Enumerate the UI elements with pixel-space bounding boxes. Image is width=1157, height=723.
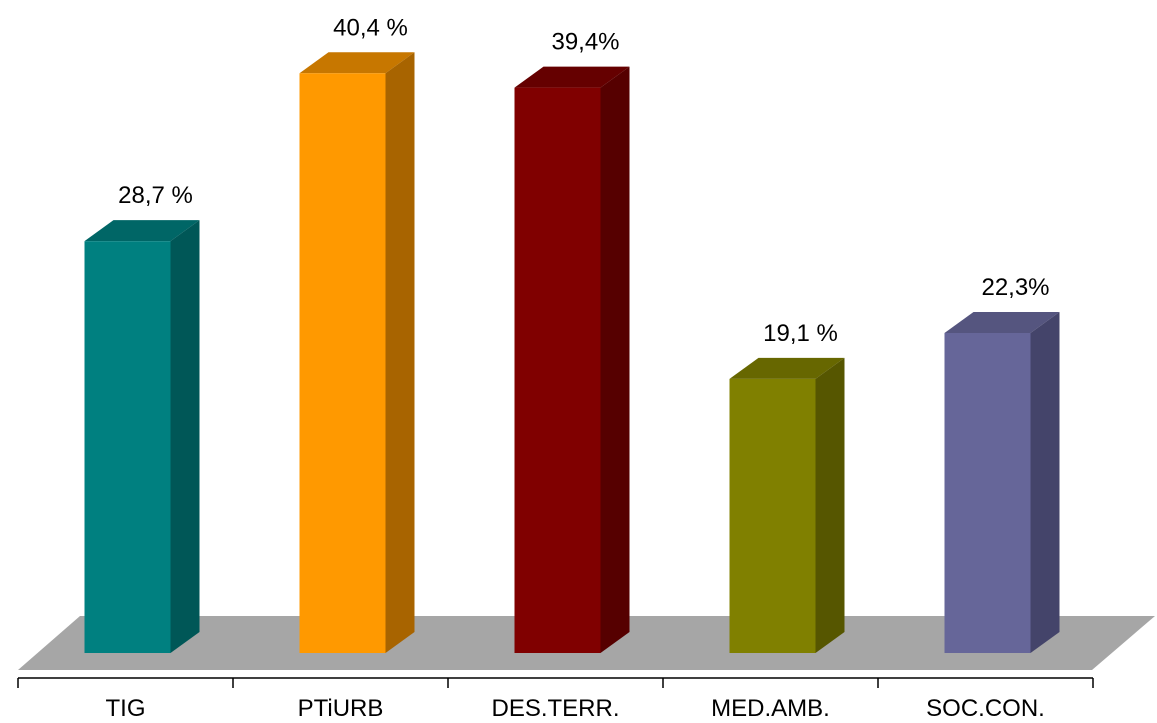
value-label-med-amb: 19,1 % <box>763 320 838 347</box>
value-label-des-terr: 39,4% <box>551 29 619 56</box>
bar-med-amb <box>729 357 845 653</box>
bar-des-terr <box>514 66 630 654</box>
value-label-soc-con: 22,3% <box>981 274 1049 301</box>
bar-tig <box>84 220 200 653</box>
bar-top-med-amb <box>729 357 845 379</box>
bar-side-ptiurb <box>385 52 415 653</box>
category-label-ptiurb: PTiURB <box>298 695 384 722</box>
bar-front-med-amb <box>729 378 816 653</box>
bar-front-tig <box>84 241 171 653</box>
bar-side-des-terr <box>600 66 630 654</box>
bar-top-soc-con <box>944 311 1060 333</box>
category-label-med-amb: MED.AMB. <box>711 695 830 722</box>
bar-side-soc-con <box>1030 311 1060 653</box>
category-label-des-terr: DES.TERR. <box>491 695 619 722</box>
bar-side-med-amb <box>815 357 845 653</box>
bar-ptiurb <box>299 52 415 653</box>
bar-top-ptiurb <box>299 52 415 74</box>
bar-top-des-terr <box>514 66 630 88</box>
bar-side-tig <box>170 220 200 653</box>
value-label-tig: 28,7 % <box>118 182 193 209</box>
bar-front-ptiurb <box>299 73 386 653</box>
bar-front-des-terr <box>514 87 601 654</box>
category-label-tig: TIG <box>106 695 146 722</box>
bar-front-soc-con <box>944 332 1031 653</box>
bar-soc-con <box>944 311 1060 653</box>
value-label-ptiurb: 40,4 % <box>333 14 408 41</box>
bar-top-tig <box>84 220 200 242</box>
category-label-soc-con: SOC.CON. <box>926 695 1045 722</box>
